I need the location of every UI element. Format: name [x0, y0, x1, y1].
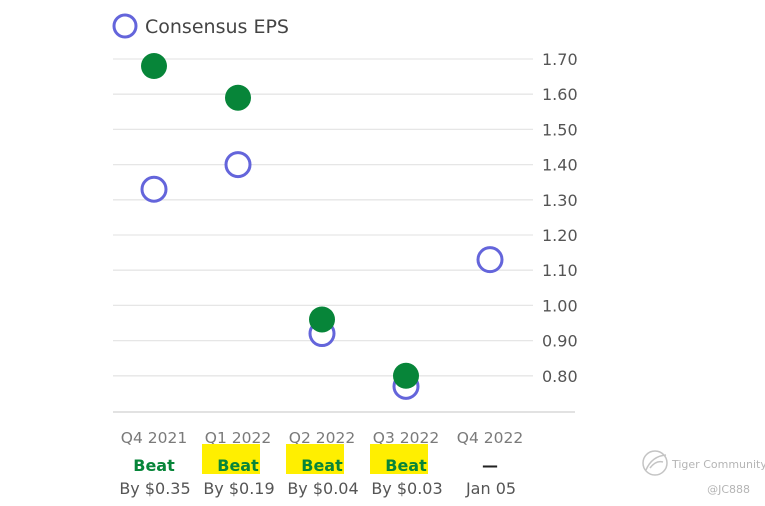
result-status: Beat [385, 456, 427, 475]
x-tick-label: Q2 2022 [289, 429, 355, 447]
x-tick-label: Q1 2022 [205, 429, 271, 447]
y-tick-label: 0.80 [542, 367, 578, 386]
result-status: Beat [217, 456, 259, 475]
y-tick-label: 1.70 [542, 50, 578, 69]
consensus-eps-point [476, 246, 504, 274]
highlight-marker [286, 444, 344, 474]
results-row: Beat By $0.35 Beat By $0.19 Beat By $0.04 Beat… [119, 444, 516, 498]
y-tick-label: 1.00 [542, 296, 578, 315]
tiger-logo-icon [642, 450, 668, 476]
result-status: — [482, 456, 498, 475]
watermark-handle: @JC888 [707, 483, 750, 496]
legend-label: Consensus EPS [145, 16, 289, 38]
legend: Consensus EPS [112, 13, 289, 39]
watermark: Tiger Community @JC888 [642, 450, 765, 496]
x-tick-label: Q4 2022 [457, 429, 523, 447]
result-detail: By $0.35 [119, 479, 190, 498]
result-status: Beat [133, 456, 175, 475]
actual-eps-point [141, 53, 167, 80]
y-tick-label: 1.60 [542, 85, 578, 104]
y-tick-label: 1.50 [542, 120, 578, 139]
result-detail: By $0.19 [203, 479, 274, 498]
highlight-marker [202, 444, 260, 474]
y-tick-label: 0.90 [542, 332, 578, 351]
actual-eps-point [309, 306, 335, 333]
y-tick-label: 1.20 [542, 226, 578, 245]
x-tick-label: Q3 2022 [373, 429, 439, 447]
y-tick-label: 1.10 [542, 261, 578, 280]
y-tick-label: 1.40 [542, 156, 578, 175]
result-detail: By $0.03 [371, 479, 442, 498]
grid-lines [113, 58, 575, 413]
data-points [140, 53, 504, 400]
highlight-marker [370, 444, 428, 474]
y-tick-label: 1.30 [542, 191, 578, 210]
consensus-eps-point [224, 151, 252, 179]
x-axis: Q4 2021 Q1 2022 Q2 2022 Q3 2022 Q4 2022 [121, 429, 523, 447]
watermark-brand: Tiger Community [671, 458, 765, 471]
result-status: Beat [301, 456, 343, 475]
x-tick-label: Q4 2021 [121, 429, 187, 447]
y-axis: 1.70 1.60 1.50 1.40 1.30 1.20 1.10 1.00 0.90 0.80 [542, 50, 578, 386]
actual-eps-point [393, 362, 419, 389]
actual-eps-point [225, 84, 251, 111]
legend-marker-icon [112, 13, 138, 39]
consensus-eps-point [140, 175, 168, 203]
result-detail: By $0.04 [287, 479, 358, 498]
result-detail: Jan 05 [465, 479, 516, 498]
